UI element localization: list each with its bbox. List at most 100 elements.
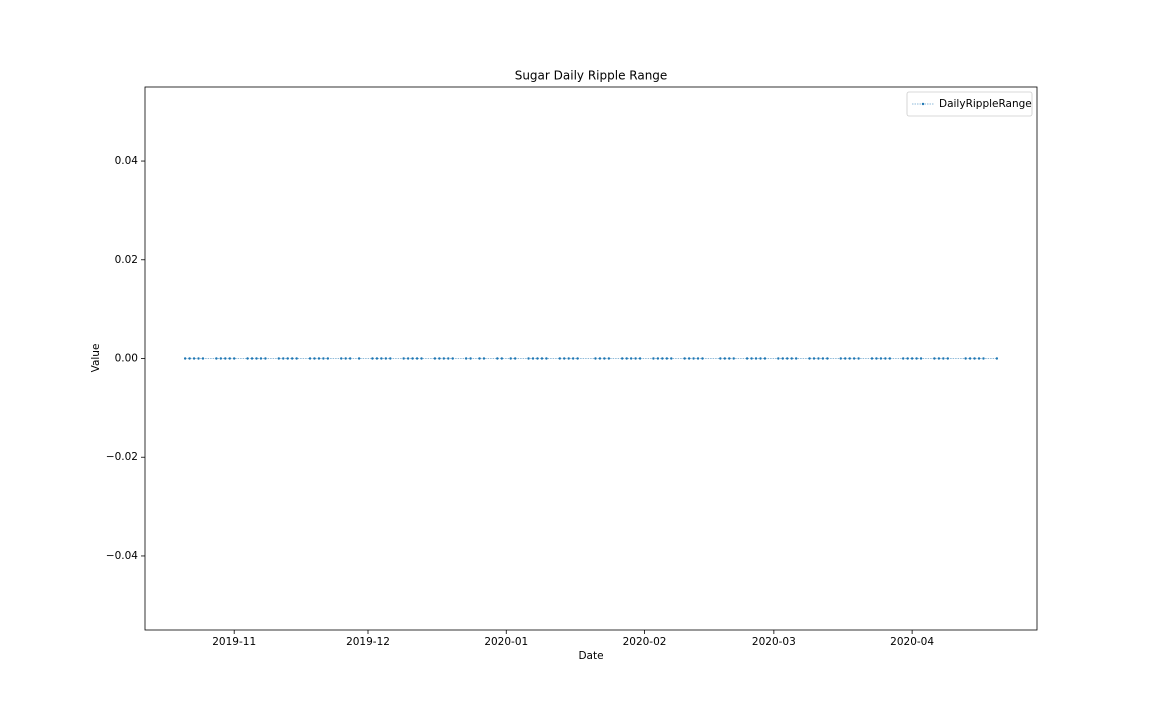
point <box>513 357 517 360</box>
point <box>340 357 343 360</box>
point <box>322 357 325 360</box>
point <box>946 357 949 360</box>
point <box>375 357 379 360</box>
point <box>438 357 441 360</box>
point <box>594 357 597 360</box>
point <box>255 357 258 360</box>
point <box>781 357 784 360</box>
point <box>839 357 842 360</box>
point <box>326 357 330 360</box>
point <box>621 357 624 360</box>
point <box>540 357 544 360</box>
point <box>219 357 223 360</box>
point <box>228 357 231 360</box>
point <box>415 357 419 360</box>
point <box>259 357 263 360</box>
point <box>571 357 575 360</box>
point <box>750 357 753 360</box>
point <box>902 357 905 360</box>
point <box>937 357 941 360</box>
point <box>313 357 316 360</box>
point <box>652 357 655 360</box>
point <box>420 357 423 360</box>
point <box>277 357 280 360</box>
point <box>661 357 664 360</box>
point <box>919 357 923 360</box>
x-tick-label: 2019-12 <box>346 636 390 648</box>
point <box>563 357 566 360</box>
point <box>317 357 321 360</box>
point <box>215 357 218 360</box>
point <box>634 357 637 360</box>
point <box>282 357 285 360</box>
point <box>821 357 825 360</box>
point <box>977 357 981 360</box>
plot-frame <box>144 86 1038 631</box>
point <box>732 357 735 360</box>
point <box>808 357 811 360</box>
y-tick-label: −0.02 <box>106 451 138 463</box>
chart-title: Sugar Daily Ripple Range <box>515 69 668 83</box>
point <box>933 357 936 360</box>
point <box>201 357 205 360</box>
point <box>545 357 548 360</box>
y-tick-label: 0.02 <box>115 254 138 266</box>
point <box>188 357 191 360</box>
point <box>411 357 414 360</box>
point <box>696 357 700 360</box>
point <box>192 357 196 360</box>
point <box>224 357 227 360</box>
point <box>402 357 405 360</box>
point <box>852 357 856 360</box>
y-tick-label: 0.04 <box>115 155 139 167</box>
point <box>567 357 570 360</box>
point <box>348 357 352 360</box>
point <box>995 357 999 360</box>
point <box>723 357 726 360</box>
point <box>728 357 731 360</box>
point <box>826 357 829 360</box>
point <box>447 357 450 360</box>
point <box>982 357 985 360</box>
y-tick-label: 0.00 <box>115 353 138 365</box>
point <box>357 357 361 360</box>
point <box>870 357 874 360</box>
point <box>197 357 200 360</box>
legend-label: DailyRippleRange <box>939 98 1032 110</box>
point <box>884 357 887 360</box>
point <box>794 357 798 360</box>
point <box>968 357 972 360</box>
point <box>915 357 918 360</box>
point <box>745 357 749 360</box>
point <box>496 357 499 360</box>
x-tick-label: 2020-01 <box>484 636 528 648</box>
point <box>509 357 512 360</box>
legend-box <box>906 91 1033 117</box>
point <box>638 357 642 360</box>
point <box>389 357 392 360</box>
point <box>469 357 472 360</box>
point <box>790 357 793 360</box>
point <box>286 357 289 360</box>
point <box>629 357 633 360</box>
y-axis-label: Value <box>90 344 102 373</box>
point <box>482 357 486 360</box>
point <box>683 357 686 360</box>
point <box>371 357 374 360</box>
point <box>625 357 628 360</box>
point <box>576 357 579 360</box>
point <box>344 357 347 360</box>
point <box>777 357 780 360</box>
point <box>451 357 454 360</box>
point <box>308 357 312 360</box>
point <box>692 357 695 360</box>
point <box>701 357 704 360</box>
point <box>759 357 762 360</box>
legend-marker <box>921 102 925 106</box>
point <box>906 357 909 360</box>
point <box>763 357 767 360</box>
point <box>812 357 816 360</box>
x-tick-label: 2019-11 <box>212 636 256 648</box>
point <box>442 357 446 360</box>
